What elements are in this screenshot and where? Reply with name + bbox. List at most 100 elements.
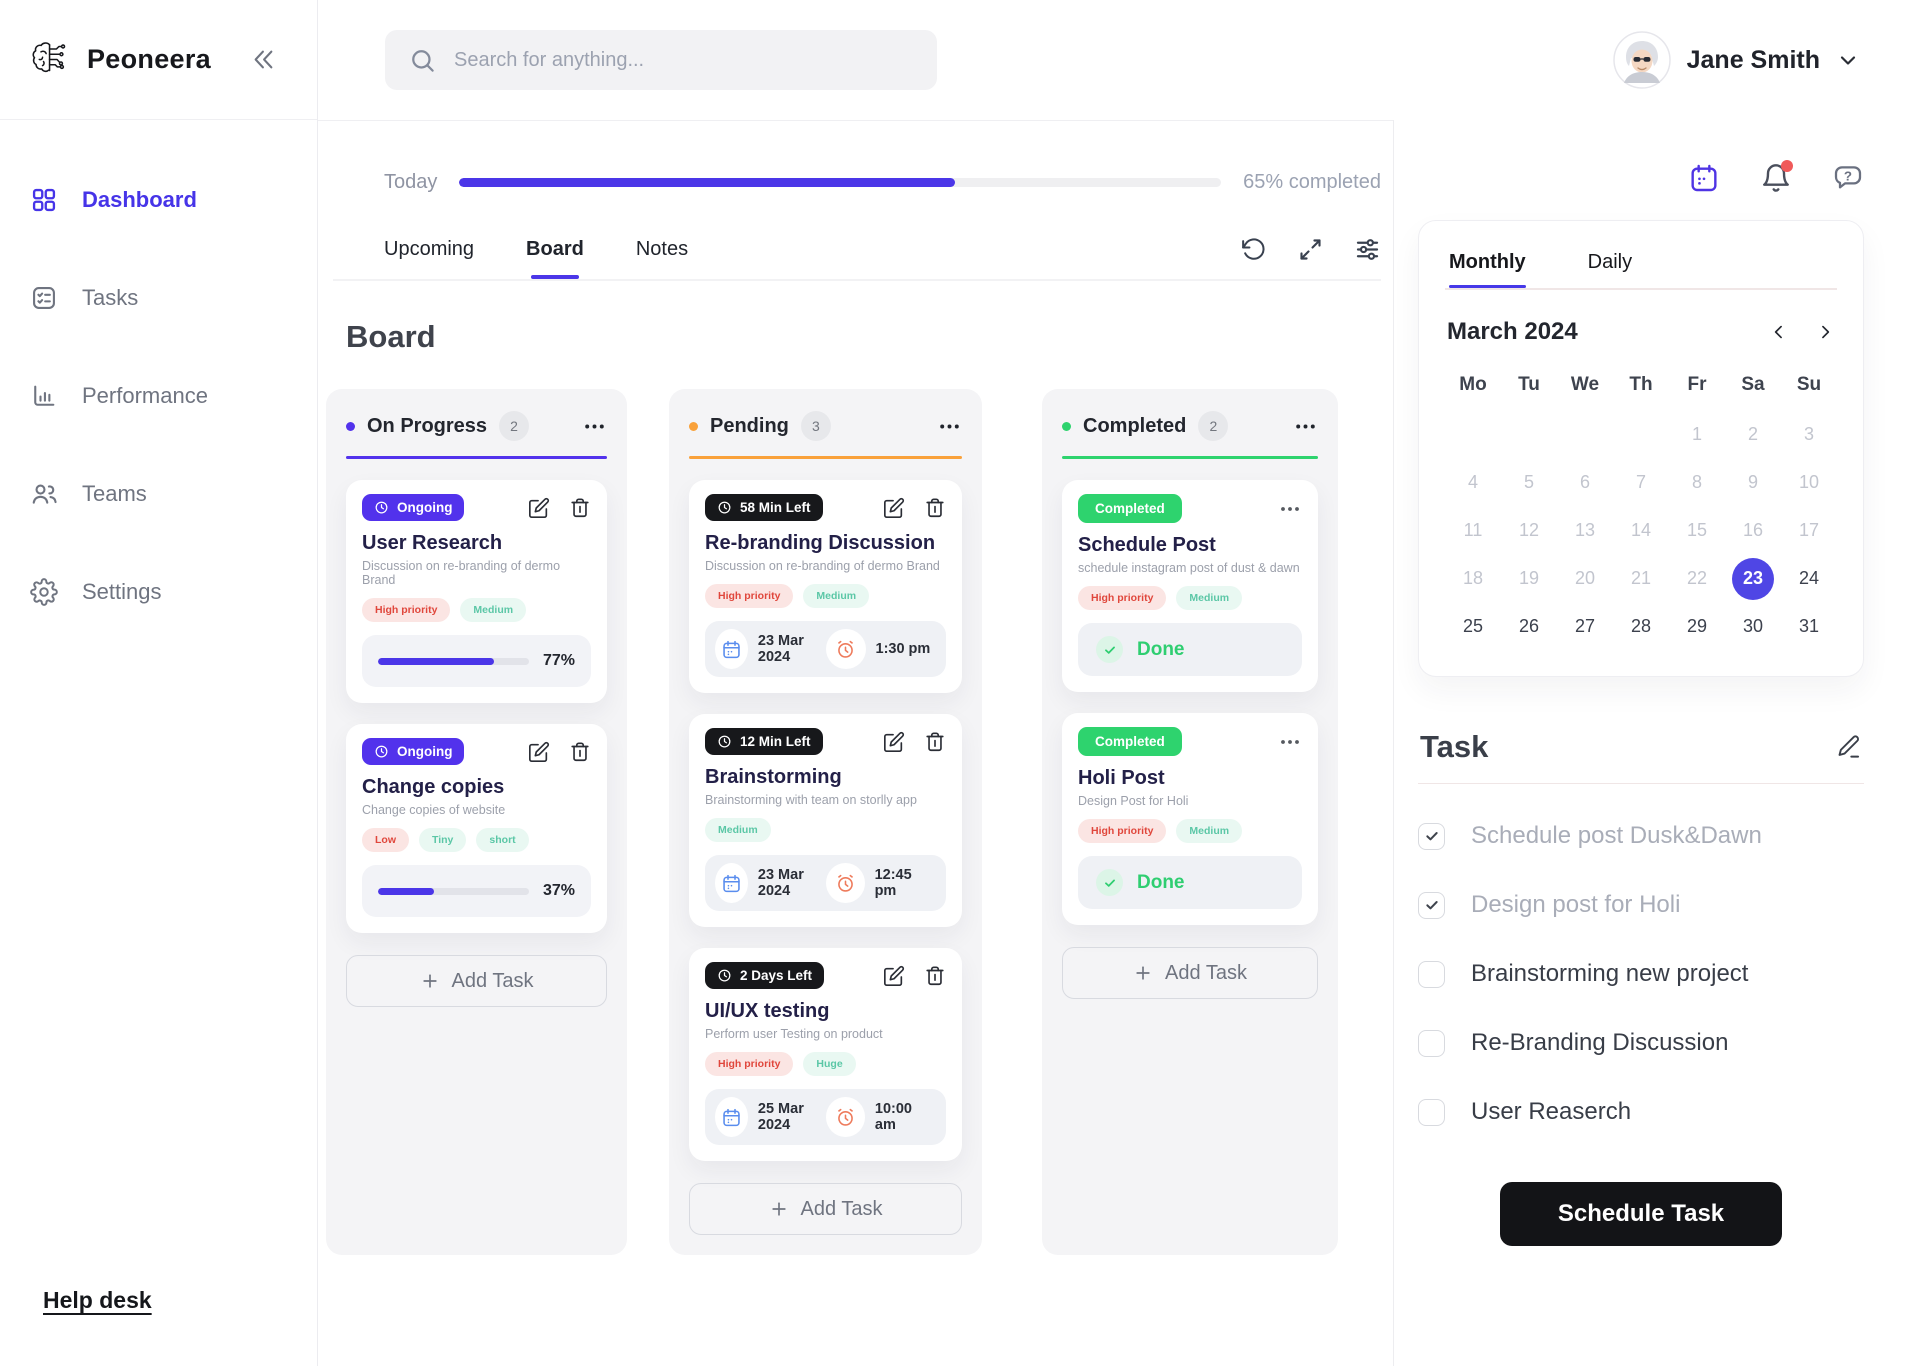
calendar-day-17[interactable]: 17 <box>1798 520 1820 540</box>
calendar-tabs: Monthly Daily <box>1445 247 1837 288</box>
sidebar-item-settings[interactable]: Settings <box>30 578 317 606</box>
calendar-day-26[interactable]: 26 <box>1518 616 1540 636</box>
task-card-schedule-post[interactable]: Completed Schedule Post schedule instagram… <box>1062 480 1318 692</box>
tab-board[interactable]: Board <box>526 238 584 279</box>
calendar-day-18[interactable]: 18 <box>1462 568 1484 588</box>
calendar-day-20[interactable]: 20 <box>1574 568 1596 588</box>
weekday-header-row: Mo Tu We Th Fr Sa Su <box>1445 374 1837 396</box>
calendar-day-12[interactable]: 12 <box>1518 520 1540 540</box>
expand-icon[interactable] <box>1297 236 1324 263</box>
edit-icon[interactable] <box>883 731 905 753</box>
sidebar-collapse-icon[interactable] <box>250 46 277 73</box>
calendar-day-30[interactable]: 30 <box>1742 616 1764 636</box>
card-status-badge: Completed <box>1078 727 1182 756</box>
refresh-icon[interactable] <box>1240 236 1267 263</box>
calendar-day-2[interactable]: 2 <box>1747 424 1758 444</box>
checkbox[interactable] <box>1418 822 1445 850</box>
alarm-icon <box>835 1107 856 1128</box>
calendar-day-4[interactable]: 4 <box>1467 472 1478 492</box>
edit-icon[interactable] <box>528 497 550 519</box>
trash-icon[interactable] <box>924 731 946 753</box>
tab-monthly[interactable]: Monthly <box>1449 251 1526 288</box>
calendar-day-14[interactable]: 14 <box>1630 520 1652 540</box>
card-schedule-row: 23 Mar 2024 1:30 pm <box>705 621 946 677</box>
checkbox[interactable] <box>1418 891 1445 919</box>
help-icon[interactable]: ? <box>1832 162 1864 194</box>
sidebar-item-performance[interactable]: Performance <box>30 382 317 410</box>
tag-medium: Medium <box>1176 586 1243 610</box>
card-progress: 37% <box>362 865 591 917</box>
sidebar-item-teams[interactable]: Teams <box>30 480 317 508</box>
edit-icon[interactable] <box>883 965 905 987</box>
calendar-day-9[interactable]: 9 <box>1747 472 1758 492</box>
progress-percent: 77% <box>542 652 575 669</box>
trash-icon[interactable] <box>924 965 946 987</box>
calendar-day-22[interactable]: 22 <box>1686 568 1708 588</box>
calendar-day-5[interactable]: 5 <box>1523 472 1534 492</box>
task-card-change-copies[interactable]: Ongoing Change copies Change copies of web… <box>346 724 607 933</box>
trash-icon[interactable] <box>924 497 946 519</box>
help-desk-link[interactable]: Help desk <box>43 1287 152 1313</box>
column-menu-icon[interactable] <box>582 414 607 439</box>
search-input[interactable] <box>454 48 913 72</box>
search-box[interactable] <box>385 30 937 90</box>
month-nav <box>1769 322 1835 342</box>
add-task-button[interactable]: Add Task <box>346 955 607 1007</box>
clock-icon <box>374 500 389 515</box>
add-task-button[interactable]: Add Task <box>1062 947 1318 999</box>
column-menu-icon[interactable] <box>1293 414 1318 439</box>
edit-icon[interactable] <box>528 741 550 763</box>
calendar-day-15[interactable]: 15 <box>1686 520 1708 540</box>
calendar-day-29[interactable]: 29 <box>1686 616 1708 636</box>
checkbox[interactable] <box>1418 1098 1445 1126</box>
calendar-day-23[interactable]: 23 <box>1732 557 1774 600</box>
calendar-day-16[interactable]: 16 <box>1742 520 1764 540</box>
calendar-day-27[interactable]: 27 <box>1574 616 1596 636</box>
trash-icon[interactable] <box>569 497 591 519</box>
calendar-day-21[interactable]: 21 <box>1630 568 1652 588</box>
task-card-ui-ux-testing[interactable]: 2 Days Left UI/UX testing Perform user Tes… <box>689 948 962 1161</box>
calendar-day-11[interactable]: 11 <box>1463 520 1483 540</box>
card-subtitle: Discussion on re-branding of dermo Brand <box>705 559 940 573</box>
tab-notes[interactable]: Notes <box>635 238 689 260</box>
calendar-day-8[interactable]: 8 <box>1691 472 1702 492</box>
filter-sliders-icon[interactable] <box>1354 236 1381 263</box>
calendar-day-10[interactable]: 10 <box>1798 472 1820 492</box>
calendar-day-13[interactable]: 13 <box>1574 520 1596 540</box>
edit-icon[interactable] <box>883 497 905 519</box>
calendar-day-24[interactable]: 24 <box>1798 568 1820 588</box>
calendar-day-3[interactable]: 3 <box>1803 424 1814 444</box>
calendar-day-25[interactable]: 25 <box>1462 616 1484 636</box>
add-task-button[interactable]: Add Task <box>689 1183 962 1235</box>
trash-icon[interactable] <box>569 741 591 763</box>
notifications-bell-icon[interactable] <box>1760 160 1793 194</box>
calendar-day-1[interactable]: 1 <box>1691 424 1702 444</box>
task-card-brainstorming[interactable]: 12 Min Left Brainstorming Brainstorming wi… <box>689 714 962 927</box>
checkbox[interactable] <box>1418 960 1445 988</box>
tab-daily[interactable]: Daily <box>1587 251 1633 273</box>
chevron-right-icon[interactable] <box>1815 322 1835 342</box>
card-menu-icon[interactable] <box>1278 497 1302 521</box>
edit-pencil-icon[interactable] <box>1835 733 1862 760</box>
calendar-day-7[interactable]: 7 <box>1635 472 1646 492</box>
schedule-task-button[interactable]: Schedule Task <box>1500 1182 1782 1246</box>
task-card-holi-post[interactable]: Completed Holi Post Design Post for Holi Hi… <box>1062 713 1318 925</box>
column-menu-icon[interactable] <box>937 414 962 439</box>
task-item-label: User Reaserch <box>1471 1098 1632 1125</box>
tab-upcoming[interactable]: Upcoming <box>384 238 475 260</box>
calendar-day-6[interactable]: 6 <box>1579 472 1590 492</box>
calendar-day-31[interactable]: 31 <box>1798 616 1820 636</box>
chevron-left-icon[interactable] <box>1769 322 1789 342</box>
profile-menu[interactable]: Jane Smith <box>1612 31 1860 89</box>
checkbox[interactable] <box>1418 1029 1445 1057</box>
task-card-user-research[interactable]: Ongoing User Research Discussion on re-bra… <box>346 480 607 703</box>
calendar-icon[interactable] <box>1688 162 1720 194</box>
card-menu-icon[interactable] <box>1278 730 1302 754</box>
task-card-re-branding-discussion[interactable]: 58 Min Left Re-branding Discussion Discuss… <box>689 480 962 693</box>
sidebar-item-dashboard[interactable]: Dashboard <box>30 186 317 214</box>
calendar-day-19[interactable]: 19 <box>1518 568 1540 588</box>
badge-label: Completed <box>1095 501 1165 516</box>
sidebar-item-tasks[interactable]: Tasks <box>30 284 317 312</box>
calendar-day-28[interactable]: 28 <box>1630 616 1652 636</box>
progress-track <box>378 657 529 665</box>
